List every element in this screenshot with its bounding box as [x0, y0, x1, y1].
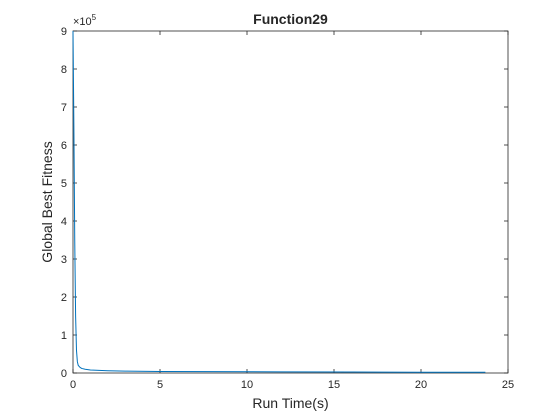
- chart-title: Function29: [253, 11, 328, 27]
- x-axis-label: Run Time(s): [252, 395, 328, 411]
- x-tick-label: 25: [502, 379, 514, 391]
- y-tick-label: 3: [61, 254, 67, 266]
- y-tick-label: 2: [61, 292, 67, 304]
- y-tick-label: 8: [61, 64, 67, 76]
- y-axis-label: Global Best Fitness: [39, 141, 55, 262]
- ticks-layer: 0 5 10 15 20 25 0 1 2 3 4 5 6 7 8 9: [61, 26, 514, 391]
- y-tick-label: 0: [61, 368, 67, 380]
- x-tick-label: 0: [70, 379, 76, 391]
- x-tick-label: 5: [157, 379, 163, 391]
- y-tick-label: 5: [61, 178, 67, 190]
- y-tick-label: 6: [61, 140, 67, 152]
- plot-area: [72, 30, 509, 374]
- y-exponent-base: ×10: [73, 16, 92, 28]
- y-exponent-power: 5: [92, 13, 97, 22]
- y-exponent-label: ×105: [73, 13, 97, 28]
- x-tick-label: 10: [241, 379, 253, 391]
- series-layer: [72, 30, 486, 373]
- y-tick-label: 7: [61, 102, 67, 114]
- y-tick-label: 1: [61, 330, 67, 342]
- x-tick-label: 20: [415, 379, 427, 391]
- y-tick-label: 4: [61, 216, 67, 228]
- series-line: [72, 30, 486, 373]
- x-tick-label: 15: [328, 379, 340, 391]
- y-tick-label: 9: [61, 26, 67, 38]
